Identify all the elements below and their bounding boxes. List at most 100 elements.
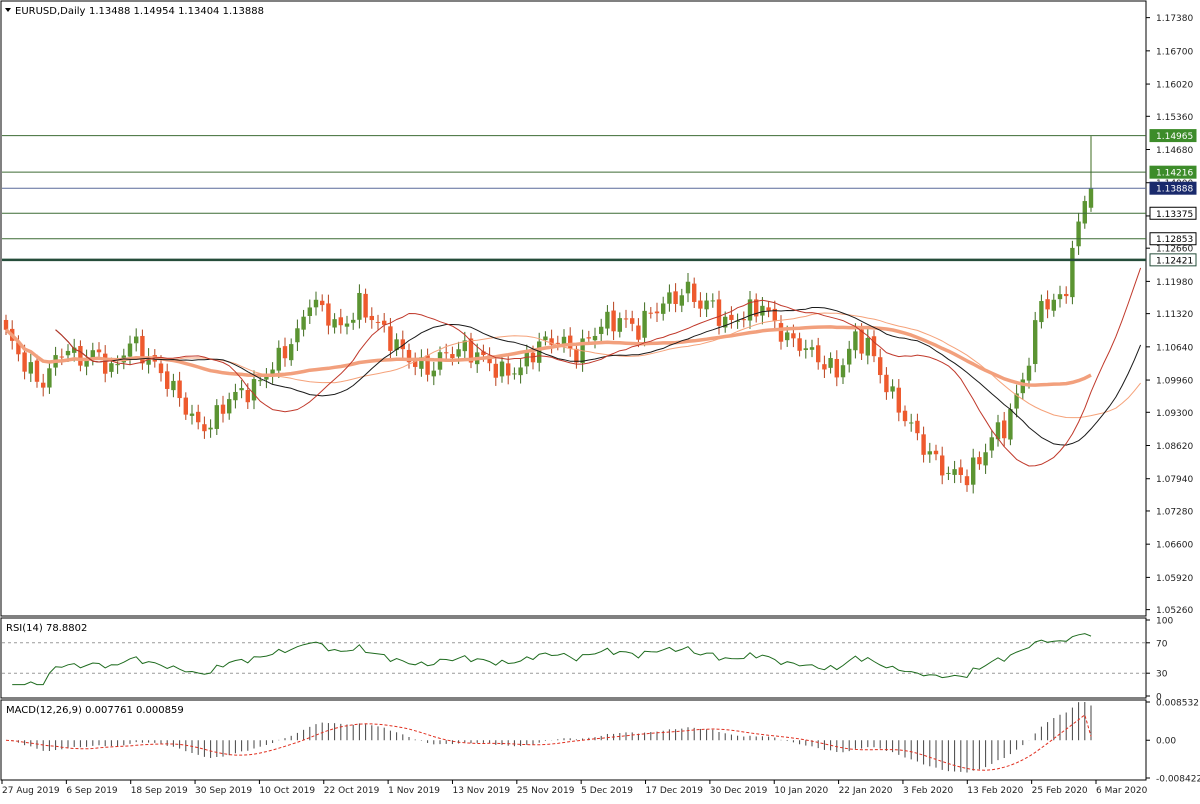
moving-average-50 (4, 325, 1092, 387)
bearish-candle (78, 340, 83, 372)
candle-body (828, 358, 833, 368)
candle-body (859, 329, 864, 354)
bullish-candle (747, 291, 753, 329)
bullish-candle (840, 358, 846, 385)
bearish-candle (692, 277, 697, 308)
candle-body (96, 349, 102, 353)
y-tick-label: 1.15360 (1156, 113, 1193, 123)
bullish-candle (84, 349, 89, 376)
bearish-candle (400, 330, 405, 358)
bullish-candle (543, 331, 548, 346)
candle-body (1020, 379, 1025, 394)
level-price-label: 1.12421 (1156, 256, 1193, 266)
candle-body (400, 339, 405, 350)
candle-body (605, 311, 610, 329)
bullish-candle (927, 442, 932, 463)
candle-body (332, 319, 337, 328)
bullish-candle (1039, 294, 1044, 329)
bearish-candle (375, 314, 381, 330)
bearish-candle (326, 294, 331, 335)
candle-body (555, 342, 560, 344)
bearish-candle (611, 301, 616, 341)
candle-body (196, 411, 201, 423)
candle-body (78, 345, 83, 366)
bullish-candle (704, 292, 709, 318)
x-tick-label: 10 Jan 2020 (774, 786, 828, 796)
bullish-candle (537, 332, 542, 372)
candle-body (661, 303, 666, 314)
candle-body (642, 310, 647, 338)
candle-body (251, 379, 257, 401)
candle-body (183, 397, 188, 415)
level-price-label: 1.13888 (1156, 185, 1193, 195)
candle-body (363, 293, 368, 318)
level-price-label: 1.13375 (1156, 210, 1193, 220)
candle-body (72, 347, 77, 353)
candle-body (1002, 420, 1007, 439)
candle-body (202, 424, 207, 432)
macd-y-tick-label: 0.00 (1156, 737, 1176, 747)
bullish-candle (723, 311, 728, 333)
candle-body (692, 283, 697, 302)
bearish-candle (648, 307, 653, 319)
candle-body (419, 357, 424, 369)
y-tick-label: 1.08620 (1156, 442, 1193, 452)
candle-body (239, 388, 244, 391)
candle-body (871, 336, 877, 357)
level-price-tag (1149, 206, 1197, 220)
x-tick-label: 27 Aug 2019 (2, 786, 60, 796)
candle-body (946, 472, 951, 474)
bullish-candle (1008, 403, 1013, 446)
candle-body (747, 299, 753, 321)
candle-body (791, 333, 796, 339)
candle-body (1088, 188, 1094, 208)
bearish-candle (902, 405, 908, 427)
bearish-candle (41, 373, 46, 397)
candle-body (512, 373, 517, 375)
candle-body (599, 326, 604, 335)
bearish-candle (654, 302, 660, 323)
bearish-candle (915, 413, 920, 441)
candle-body (28, 362, 33, 374)
candle-body (729, 314, 734, 320)
candle-body (704, 300, 709, 310)
candle-body (809, 347, 815, 350)
bearish-candle (202, 416, 207, 439)
candle-body (785, 332, 790, 341)
candle-body (1082, 201, 1087, 224)
bullish-candle (710, 293, 715, 308)
candle-body (59, 356, 64, 358)
candle-body (313, 299, 319, 308)
y-tick-label: 1.14680 (1156, 146, 1193, 156)
bullish-candle (735, 313, 740, 329)
candle-body (487, 355, 492, 364)
bullish-candle (146, 348, 151, 374)
candle-body (884, 374, 889, 393)
triangle-down-icon[interactable] (5, 8, 11, 12)
candle-body (896, 387, 901, 413)
bearish-candle (338, 308, 343, 334)
bullish-candle (865, 329, 870, 365)
candle-body (890, 386, 895, 392)
ohlc-readout: 1.13488 1.14954 1.13404 1.13888 (89, 6, 264, 17)
x-tick-label: 13 Feb 2020 (967, 786, 1023, 796)
bullish-candle (1082, 195, 1087, 229)
candle-body (1051, 299, 1056, 311)
bearish-candle (425, 348, 430, 382)
candle-body (685, 281, 691, 294)
bearish-candle (630, 310, 635, 332)
candle-body (723, 316, 728, 328)
candle-body (630, 318, 635, 324)
bullish-candle (642, 302, 647, 347)
bullish-candle (301, 309, 306, 337)
bullish-candle (1076, 212, 1081, 255)
candle-body (301, 316, 306, 330)
bullish-candle (431, 361, 436, 386)
bearish-candle (165, 363, 170, 397)
candle-body (927, 451, 932, 455)
price-panel-frame (0, 0, 1147, 617)
candle-body (382, 320, 387, 325)
candle-body (369, 315, 374, 321)
rsi-y-tick-label: 0 (1156, 693, 1162, 703)
